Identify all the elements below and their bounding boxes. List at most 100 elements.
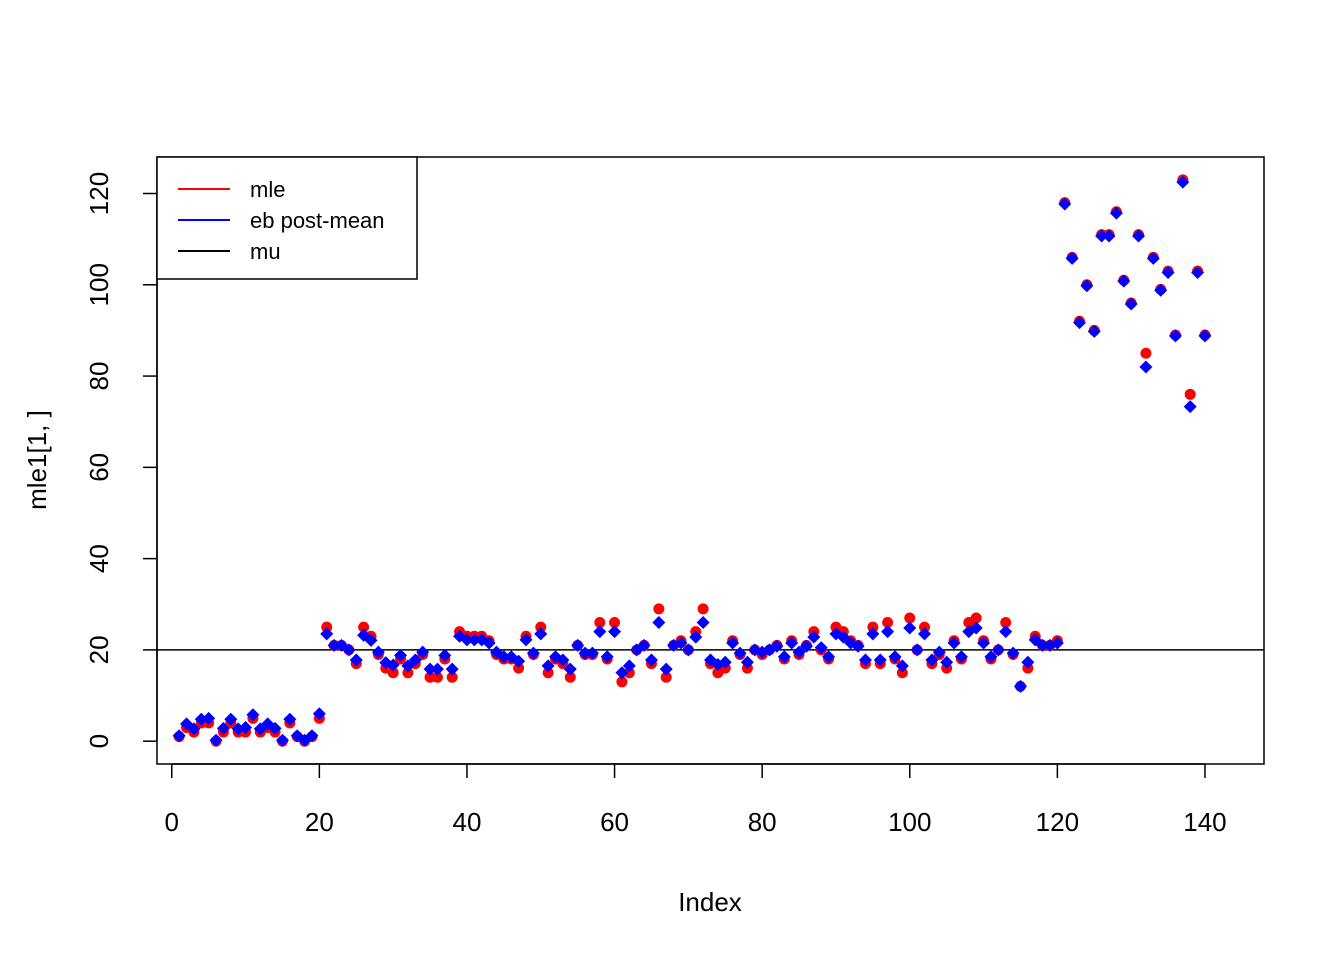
point-eb-post-mean <box>807 630 821 644</box>
point-eb-post-mean <box>268 721 282 735</box>
point-eb-post-mean <box>209 733 223 747</box>
point-eb-post-mean <box>512 654 526 668</box>
point-eb-post-mean <box>1050 636 1064 650</box>
point-eb-post-mean <box>1154 283 1168 297</box>
legend-label-mu: mu <box>250 239 281 264</box>
point-eb-post-mean <box>327 638 341 652</box>
point-mle <box>387 667 399 679</box>
point-eb-post-mean <box>364 633 378 647</box>
point-eb-post-mean <box>903 621 917 635</box>
point-mle <box>697 603 709 615</box>
point-eb-post-mean <box>622 659 636 673</box>
point-eb-post-mean <box>571 638 585 652</box>
point-eb-post-mean <box>349 653 363 667</box>
point-eb-post-mean <box>925 653 939 667</box>
point-eb-post-mean <box>1139 360 1153 374</box>
y-tick-label: 120 <box>84 172 114 215</box>
x-tick-label: 40 <box>452 807 481 837</box>
point-eb-post-mean <box>1102 229 1116 243</box>
point-eb-post-mean <box>482 636 496 650</box>
point-eb-post-mean <box>445 662 459 676</box>
point-eb-post-mean <box>940 655 954 669</box>
x-tick-label: 140 <box>1183 807 1226 837</box>
point-mle <box>867 621 879 633</box>
point-eb-post-mean <box>814 641 828 655</box>
point-eb-post-mean <box>652 616 666 630</box>
point-eb-post-mean <box>386 658 400 672</box>
point-eb-post-mean <box>659 662 673 676</box>
point-mle <box>535 621 547 633</box>
point-mle <box>919 621 931 633</box>
point-eb-post-mean <box>1073 316 1086 330</box>
point-eb-post-mean <box>187 722 201 736</box>
point-eb-post-mean <box>416 645 430 659</box>
point-eb-post-mean <box>777 650 791 664</box>
legend-label-mle: mle <box>250 177 285 202</box>
x-tick-label: 100 <box>888 807 931 837</box>
point-eb-post-mean <box>526 646 540 660</box>
point-mle <box>1184 388 1196 400</box>
point-mle <box>1000 617 1012 629</box>
point-eb-post-mean <box>423 662 437 676</box>
point-mle <box>431 671 443 683</box>
y-tick-label: 20 <box>84 635 114 664</box>
point-eb-post-mean <box>275 733 289 747</box>
point-eb-post-mean <box>1191 265 1205 279</box>
point-mle <box>594 617 606 629</box>
x-tick-label: 80 <box>748 807 777 837</box>
point-eb-post-mean <box>408 653 422 667</box>
point-mle <box>609 617 621 629</box>
point-eb-post-mean <box>1146 251 1160 265</box>
point-eb-post-mean <box>1117 274 1131 288</box>
y-tick-label: 80 <box>84 362 114 391</box>
point-eb-post-mean <box>224 712 238 726</box>
point-mle <box>358 621 370 633</box>
point-eb-post-mean <box>1058 197 1072 211</box>
point-mle <box>542 667 554 679</box>
point-eb-post-mean <box>460 633 474 647</box>
point-eb-post-mean <box>947 636 961 650</box>
point-eb-post-mean <box>541 659 555 673</box>
point-eb-post-mean <box>881 625 895 639</box>
point-eb-post-mean <box>600 650 614 664</box>
point-eb-post-mean <box>1183 400 1197 414</box>
point-eb-post-mean <box>615 666 629 680</box>
point-eb-post-mean <box>394 648 408 662</box>
point-eb-post-mean <box>733 646 747 660</box>
x-tick-label: 60 <box>600 807 629 837</box>
y-tick-label: 60 <box>84 453 114 482</box>
y-axis: 0 20 40 60 80 100 120 <box>84 172 158 748</box>
point-eb-post-mean <box>1065 251 1079 265</box>
point-eb-post-mean <box>740 655 754 669</box>
point-eb-post-mean <box>822 650 836 664</box>
point-eb-post-mean <box>718 655 732 669</box>
legend-box <box>156 156 418 280</box>
point-mle <box>653 603 665 615</box>
point-eb-post-mean <box>770 639 784 653</box>
x-axis-label: Index <box>678 887 742 917</box>
point-eb-post-mean <box>851 639 865 653</box>
point-eb-post-mean <box>283 712 297 726</box>
point-eb-post-mean <box>681 643 695 657</box>
point-eb-post-mean <box>1080 279 1094 293</box>
point-eb-post-mean <box>1124 297 1138 311</box>
point-mle <box>321 621 333 633</box>
point-eb-post-mean <box>644 653 658 667</box>
point-eb-post-mean <box>401 659 415 673</box>
point-eb-post-mean <box>216 721 230 735</box>
point-eb-post-mean <box>991 643 1005 657</box>
point-eb-post-mean <box>895 659 909 673</box>
x-axis: 0 20 40 60 80 100 120 140 <box>165 763 1227 837</box>
point-eb-post-mean <box>1109 206 1123 220</box>
point-eb-post-mean <box>932 645 946 659</box>
point-eb-post-mean <box>1006 646 1020 660</box>
point-eb-post-mean <box>608 625 622 639</box>
point-eb-post-mean <box>984 650 998 664</box>
point-eb-post-mean <box>342 643 356 657</box>
point-eb-post-mean <box>1087 324 1101 338</box>
point-eb-post-mean <box>312 707 326 721</box>
point-eb-post-mean <box>1161 265 1175 279</box>
point-eb-post-mean <box>467 633 481 647</box>
point-eb-post-mean <box>888 650 902 664</box>
point-mle <box>402 667 414 679</box>
